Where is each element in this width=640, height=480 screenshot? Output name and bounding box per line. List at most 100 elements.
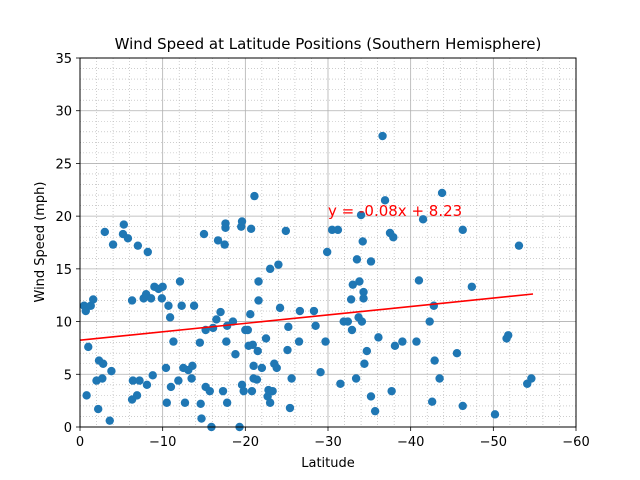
data-point <box>357 317 367 326</box>
data-point <box>360 359 369 368</box>
x-tick-label: −60 <box>562 435 589 450</box>
data-point <box>123 234 133 243</box>
data-point <box>281 226 291 236</box>
data-point <box>208 323 218 333</box>
data-point <box>197 414 206 423</box>
data-point <box>164 301 173 310</box>
data-point <box>527 374 536 383</box>
data-point <box>458 225 467 235</box>
data-point <box>374 333 383 342</box>
data-point <box>98 374 107 383</box>
data-point <box>261 334 271 343</box>
data-point <box>157 294 167 303</box>
data-point <box>133 241 143 250</box>
y-tick-label: 5 <box>64 368 72 383</box>
data-point <box>146 294 156 303</box>
data-point <box>216 307 225 317</box>
data-point <box>248 340 257 349</box>
data-point <box>221 219 230 228</box>
y-tick-label: 30 <box>55 105 72 120</box>
data-point <box>452 349 462 358</box>
data-point <box>128 376 138 385</box>
data-point <box>187 374 196 383</box>
data-point <box>311 321 320 330</box>
data-point <box>246 309 255 319</box>
data-point <box>380 196 390 205</box>
data-point <box>265 264 275 274</box>
data-point <box>249 361 258 371</box>
x-tick-label: −50 <box>480 435 507 450</box>
data-point <box>504 331 513 340</box>
y-tick-label: 0 <box>64 421 72 436</box>
data-point <box>161 363 171 373</box>
data-point <box>370 406 380 416</box>
x-axis-label: Latitude <box>301 456 355 471</box>
data-points <box>79 131 536 432</box>
data-point <box>435 374 444 383</box>
x-tick-label: −20 <box>232 435 259 450</box>
data-point <box>81 306 90 316</box>
data-point <box>490 410 500 419</box>
data-point <box>166 382 176 392</box>
data-point <box>284 322 293 332</box>
data-point <box>174 376 183 385</box>
x-tick-label: −40 <box>397 435 424 450</box>
data-point <box>165 313 175 322</box>
data-point <box>429 301 439 310</box>
data-point <box>254 277 263 286</box>
data-point <box>346 295 356 304</box>
data-point <box>220 240 229 249</box>
data-point <box>107 366 116 376</box>
data-point <box>257 363 267 373</box>
data-point <box>351 374 361 383</box>
data-point <box>247 386 257 396</box>
data-point <box>358 237 367 246</box>
x-tick-label: −30 <box>314 435 341 450</box>
axis-ticks: 0 −10 −20 −30 −40 −50 −60 0 5 10 15 20 25 30 35 <box>55 52 589 450</box>
data-point <box>252 375 262 384</box>
data-point <box>412 337 421 346</box>
data-point <box>352 255 362 264</box>
data-point <box>142 380 152 390</box>
data-point <box>333 225 343 235</box>
y-tick-label: 15 <box>55 263 72 278</box>
data-point <box>119 220 129 229</box>
data-point <box>218 386 228 396</box>
data-point <box>89 295 98 304</box>
data-point <box>268 386 277 396</box>
data-point <box>93 404 103 414</box>
data-point <box>222 337 231 346</box>
x-tick-label: 0 <box>76 435 84 450</box>
data-point <box>177 301 186 310</box>
data-point <box>205 386 214 396</box>
data-point <box>359 294 368 303</box>
regression-line <box>79 293 534 342</box>
data-point <box>213 236 223 245</box>
data-point <box>175 277 185 286</box>
data-point <box>398 337 407 346</box>
data-point <box>196 399 205 409</box>
data-point <box>347 325 357 335</box>
data-point <box>82 391 91 400</box>
data-point <box>100 227 110 237</box>
regression-line-group <box>79 293 534 342</box>
data-point <box>132 391 142 400</box>
data-point <box>189 301 199 310</box>
data-point <box>425 317 434 326</box>
y-tick-label: 20 <box>55 210 72 225</box>
data-point <box>250 191 259 201</box>
data-point <box>327 225 337 235</box>
data-point <box>343 317 353 326</box>
data-point <box>316 367 325 377</box>
data-point <box>84 342 93 352</box>
data-point <box>322 247 332 257</box>
data-point <box>162 398 171 407</box>
data-point <box>127 296 137 305</box>
data-point <box>427 397 437 406</box>
data-point <box>199 229 209 239</box>
data-point <box>309 306 319 316</box>
data-point <box>169 337 178 346</box>
data-point <box>467 282 477 291</box>
